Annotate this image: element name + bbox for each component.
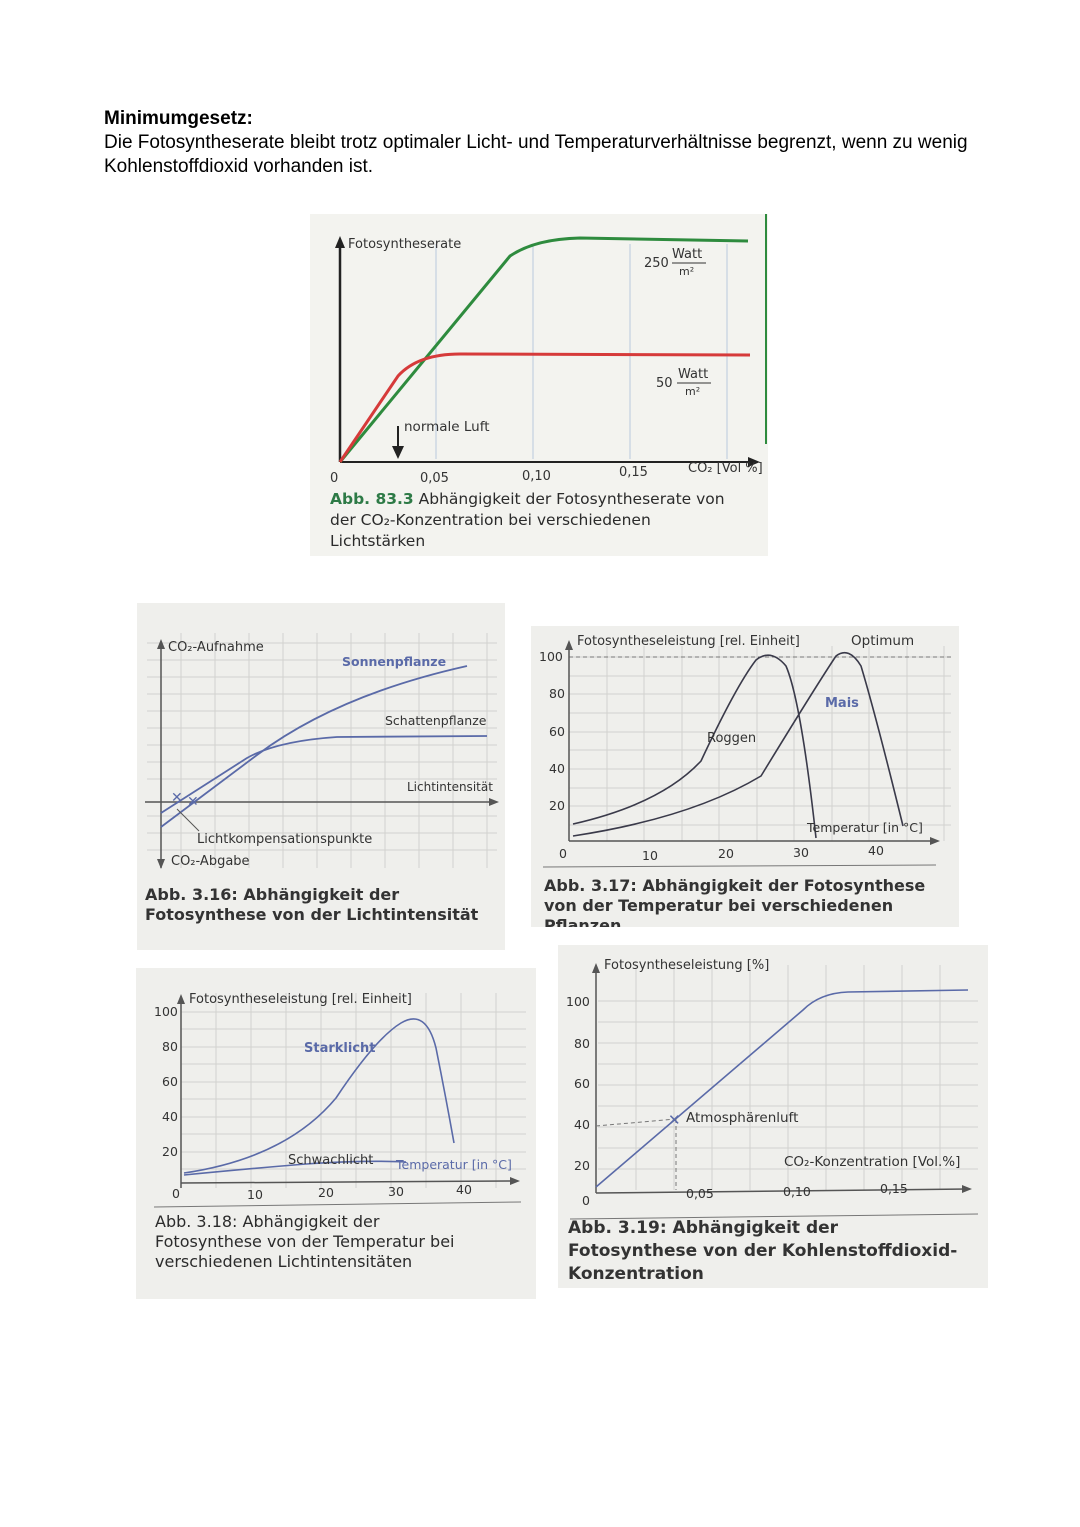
y-tick-label: 0 (172, 1186, 180, 1201)
curve-unit-bottom: m² (685, 385, 700, 398)
series-label-strong: Starklicht (304, 1041, 376, 1056)
figure-light-intensity-chart: ✕ ✕ CO₂-Aufnahme CO₂-Abgabe Lichtintensi… (145, 633, 499, 869)
series-label-shade: Schattenpflanze (385, 713, 487, 728)
page-title: Minimumgesetz: (104, 108, 253, 129)
x-axis-label: Temperatur [in °C] (806, 820, 923, 835)
caption-number: Abb. 83.3 (330, 490, 414, 508)
figure-light-intensity: ✕ ✕ CO₂-Aufnahme CO₂-Abgabe Lichtintensi… (137, 603, 505, 950)
x-tick-label: 20 (718, 846, 734, 861)
figure-co2-light: normale Luft Fotosyntheserate 0 0,05 0,1… (310, 214, 768, 556)
y-tick-label: 100 (154, 1004, 178, 1019)
caption-text: Abhängigkeit der Fotosyntheserate von de… (330, 490, 725, 550)
figure-caption: Abb. 3.16: Abhängigkeit der Fotosynthese… (145, 885, 479, 924)
x-tick-label: 10 (642, 848, 658, 863)
y-axis-label: Fotosyntheserate (348, 237, 461, 252)
y-tick-label: 40 (574, 1117, 590, 1132)
annotation-compensation: Lichtkompensationspunkte (197, 832, 372, 847)
y-tick-label: 60 (162, 1074, 178, 1089)
figure-caption: Abb. 3.17: Abhängigkeit der Fotosynthese… (544, 876, 926, 927)
x-axis-label: Temperatur [in °C] (395, 1157, 512, 1172)
y-tick-label: 20 (162, 1144, 178, 1159)
y-axis-label-bottom: CO₂-Abgabe (171, 854, 250, 869)
x-tick-label: 0,15 (619, 465, 648, 480)
curve-unit-bottom: m² (679, 265, 694, 278)
y-axis-label: Fotosyntheseleistung [%] (604, 958, 769, 973)
figure-temperature-light: Fotosyntheseleistung [rel. Einheit] Star… (136, 968, 536, 1299)
curve-unit-top: Watt (678, 367, 708, 382)
intro-text: Die Fotosyntheserate bleibt trotz optima… (104, 132, 968, 177)
y-tick-label: 20 (574, 1158, 590, 1173)
x-tick-label: 10 (247, 1187, 263, 1202)
y-tick-label: 40 (162, 1109, 178, 1124)
x-tick-label: 0,10 (522, 469, 551, 484)
y-axis-label-top: CO₂-Aufnahme (168, 640, 264, 655)
curve-label-value: 250 (644, 256, 669, 271)
svg-text:✕: ✕ (187, 794, 199, 810)
svg-text:✕: ✕ (668, 1111, 681, 1129)
figure-caption: Abb. 3.19: Abhängigkeit der Fotosynthese… (568, 1218, 958, 1284)
x-axis-label: CO₂ [Vol %] (688, 461, 763, 476)
y-tick-label: 80 (574, 1036, 590, 1051)
series-label-weak: Schwachlicht (288, 1153, 373, 1168)
x-tick-label: 30 (793, 845, 809, 860)
annotation-normal-air: normale Luft (404, 419, 490, 435)
y-tick-label: 0 (559, 846, 567, 861)
y-tick-label: 100 (539, 649, 563, 664)
y-axis-label: Fotosyntheseleistung [rel. Einheit] (189, 992, 412, 1007)
figure-caption: Abb. 3.18: Abhängigkeit der Fotosynthese… (155, 1212, 455, 1271)
series-label-sun: Sonnenpflanze (342, 654, 446, 669)
figure-temperature-plants: Fotosyntheseleistung [rel. Einheit] Opti… (531, 626, 959, 927)
y-tick-label: 0 (582, 1193, 590, 1208)
origin-label: 0 (330, 471, 338, 486)
x-axis-label: CO₂-Konzentration [Vol.%] (784, 1154, 960, 1170)
y-tick-label: 100 (566, 994, 590, 1009)
figure-co2-concentration-chart: ✕ Fotosyntheseleistung [%] Atmosphärenlu… (566, 958, 979, 1220)
y-tick-label: 80 (549, 686, 565, 701)
x-tick-label: 20 (318, 1185, 334, 1200)
figure-temperature-light-chart: Fotosyntheseleistung [rel. Einheit] Star… (153, 992, 526, 1208)
x-tick-label: 0,05 (420, 471, 449, 486)
figure-co2-light-chart: normale Luft Fotosyntheserate 0 0,05 0,1… (330, 214, 767, 486)
y-tick-label: 60 (574, 1076, 590, 1091)
annotation-atmosphere: Atmosphärenluft (686, 1110, 798, 1126)
optimum-label: Optimum (851, 633, 914, 649)
x-tick-label: 0,10 (783, 1184, 811, 1199)
series-label-rye: Roggen (707, 731, 756, 746)
y-tick-label: 40 (549, 761, 565, 776)
x-tick-label: 40 (868, 843, 884, 858)
x-tick-label: 0,15 (880, 1181, 908, 1196)
x-tick-label: 0,05 (686, 1186, 714, 1201)
x-tick-label: 40 (456, 1182, 472, 1197)
curve-label-value: 50 (656, 376, 673, 391)
figure-co2-concentration: ✕ Fotosyntheseleistung [%] Atmosphärenlu… (558, 945, 988, 1288)
y-tick-label: 80 (162, 1039, 178, 1054)
figure-caption: Abb. 83.3 Abhängigkeit der Fotosyntheser… (330, 489, 745, 552)
x-axis-label: Lichtintensität (407, 780, 493, 794)
y-axis-label: Fotosyntheseleistung [rel. Einheit] (577, 634, 800, 649)
curve-unit-top: Watt (672, 247, 702, 262)
series-label-corn: Mais (825, 696, 859, 711)
y-tick-label: 20 (549, 798, 565, 813)
svg-text:✕: ✕ (171, 790, 183, 806)
y-tick-label: 60 (549, 724, 565, 739)
x-tick-label: 30 (388, 1184, 404, 1199)
figure-temperature-plants-chart: Fotosyntheseleistung [rel. Einheit] Opti… (539, 633, 951, 868)
